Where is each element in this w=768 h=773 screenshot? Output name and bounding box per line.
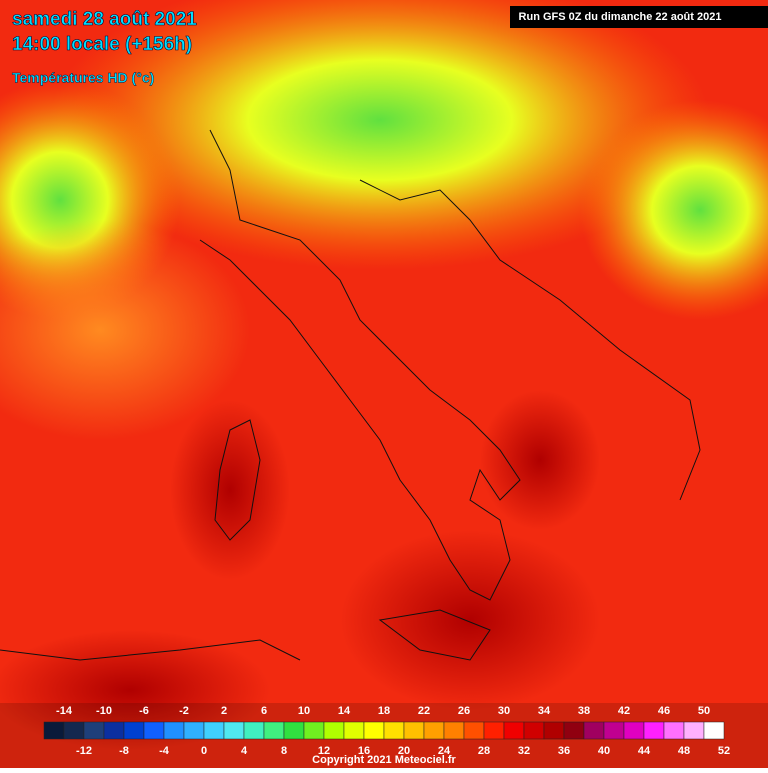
scale-swatch xyxy=(663,721,685,740)
scale-label: 40 xyxy=(598,745,610,757)
scale-label: 10 xyxy=(298,705,310,717)
scale-swatch xyxy=(603,721,625,740)
date: samedi 28 août 2021 xyxy=(12,9,197,30)
coastlines xyxy=(0,129,701,661)
scale-label: 34 xyxy=(538,705,551,717)
scale-swatch xyxy=(383,721,405,740)
scale-label: 14 xyxy=(338,705,351,717)
scale-swatch xyxy=(283,721,305,740)
scale-swatch xyxy=(143,721,165,740)
scale-swatch xyxy=(263,721,285,740)
scale-swatch xyxy=(423,721,445,740)
scale-label: 18 xyxy=(378,705,390,717)
scale-label: 20 xyxy=(398,745,410,757)
scale-label: -8 xyxy=(119,745,129,757)
scale-swatch xyxy=(63,721,85,740)
scale-label: 2 xyxy=(221,705,227,717)
scale-label: -10 xyxy=(96,705,112,717)
field-name: Températures HD (°c) xyxy=(12,70,154,86)
scale-label: 28 xyxy=(478,745,490,757)
scale-swatch xyxy=(243,721,265,740)
scale-label: 42 xyxy=(618,705,630,717)
scale-label: -4 xyxy=(159,745,170,757)
scale-label: 48 xyxy=(678,745,690,757)
scale-swatch xyxy=(463,721,485,740)
scale-label: 44 xyxy=(638,745,651,757)
scale-swatch xyxy=(403,721,425,740)
scale-swatch xyxy=(83,721,105,740)
scale-swatch xyxy=(343,721,365,740)
scale-label: 46 xyxy=(658,705,670,717)
scale-label: -2 xyxy=(179,705,189,717)
scale-swatch xyxy=(703,721,725,740)
scale-label: 30 xyxy=(498,705,510,717)
scale-swatch xyxy=(483,721,505,740)
color-scale: -14 -10 -6 -2 2 6 10 14 18 22 26 30 34 38 42 46 50-12 -8-… xyxy=(43,705,730,757)
scale-label: 36 xyxy=(558,745,570,757)
hot-area xyxy=(480,390,600,530)
scale-swatch xyxy=(643,721,665,740)
scale-label: 4 xyxy=(241,745,248,757)
scale-swatch xyxy=(543,721,565,740)
scale-label: 16 xyxy=(358,745,370,757)
hot-area xyxy=(0,630,270,750)
run-box xyxy=(510,6,768,28)
scale-label: 8 xyxy=(281,745,287,757)
scale-swatch xyxy=(623,721,645,740)
scale-label: -12 xyxy=(76,745,92,757)
cool-area xyxy=(580,100,768,320)
scale-swatch xyxy=(303,721,325,740)
run-label: Run GFS 0Z du dimanche 22 août 2021 xyxy=(519,11,722,23)
scale-swatch xyxy=(163,721,185,740)
scale-label: 6 xyxy=(261,705,267,717)
scale-swatch xyxy=(323,721,345,740)
hot-area xyxy=(170,400,290,580)
scale-label: 0 xyxy=(201,745,207,757)
scale-swatch xyxy=(503,721,525,740)
scale-label: 50 xyxy=(698,705,710,717)
scale-label: 24 xyxy=(438,745,451,757)
scale-label: 52 xyxy=(718,745,730,757)
scale-swatch xyxy=(223,721,245,740)
scale-label: 38 xyxy=(578,705,590,717)
scale-label: -14 xyxy=(56,705,73,717)
cool-area xyxy=(50,0,710,270)
scale-label: 32 xyxy=(518,745,530,757)
scale-swatch xyxy=(203,721,225,740)
hot-area xyxy=(340,530,600,710)
scale-swatch xyxy=(443,721,465,740)
scale-swatch xyxy=(363,721,385,740)
scale-swatch xyxy=(563,721,585,740)
scale-swatch xyxy=(43,721,65,740)
scale-swatch xyxy=(123,721,145,740)
scale-swatch xyxy=(683,721,705,740)
time: 14:00 locale (+156h) xyxy=(12,34,192,55)
copyright: Copyright 2021 Meteociel.fr xyxy=(312,754,456,766)
scale-label: 26 xyxy=(458,705,470,717)
scale-label: 12 xyxy=(318,745,330,757)
scale-swatch xyxy=(523,721,545,740)
scale-swatch xyxy=(583,721,605,740)
warm-area xyxy=(0,220,250,440)
scale-label: 22 xyxy=(418,705,430,717)
scale-swatch xyxy=(183,721,205,740)
scale-swatch xyxy=(103,721,125,740)
scale-label: -6 xyxy=(139,705,149,717)
